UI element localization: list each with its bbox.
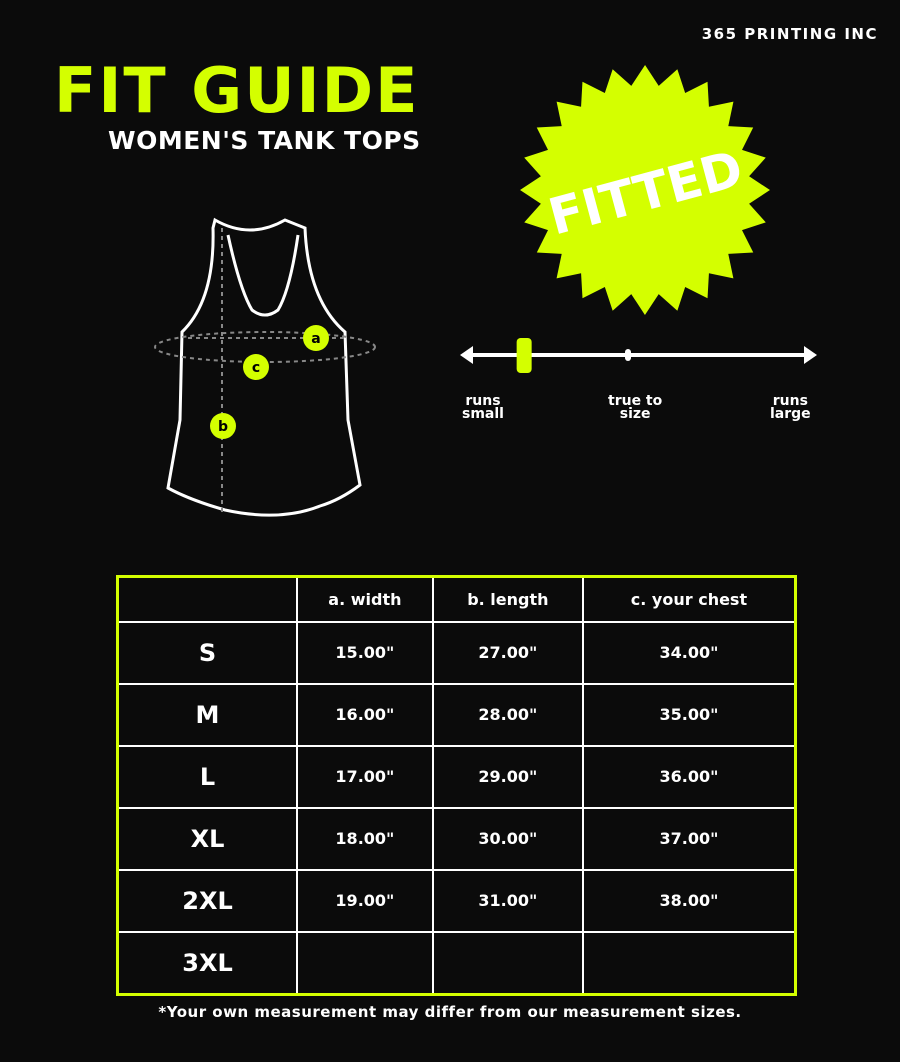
- size-cell: M: [116, 682, 298, 747]
- column-header: a. width: [296, 576, 434, 623]
- measurement-cell: 31.00": [431, 868, 584, 933]
- measurement-cell: 29.00": [431, 744, 584, 809]
- table-row: S 15.00" 27.00" 34.00": [116, 620, 797, 685]
- brand: 365 PRINTING INC: [701, 25, 878, 43]
- column-header: b. length: [431, 576, 584, 623]
- label-c: c: [252, 360, 260, 376]
- measurement-cell: 36.00": [581, 744, 797, 809]
- measurement-cell: 28.00": [431, 682, 584, 747]
- size-cell: XL: [116, 806, 298, 871]
- measurement-cell: [296, 930, 434, 996]
- true-to-size-label: true to size: [608, 393, 663, 422]
- fit-scale: [460, 338, 817, 373]
- table-row: M 16.00" 28.00" 35.00": [116, 682, 797, 747]
- measurement-cell: 30.00": [431, 806, 584, 871]
- measurement-cell: 37.00": [581, 806, 797, 871]
- fit-marker: [516, 338, 532, 373]
- size-cell: S: [116, 620, 298, 685]
- measurement-cell: 17.00": [296, 744, 434, 809]
- page-subtitle: WOMEN'S TANK TOPS: [108, 126, 421, 155]
- measurement-cell: 35.00": [581, 682, 797, 747]
- measurement-cell: 19.00": [296, 868, 434, 933]
- measurement-cell: 15.00": [296, 620, 434, 685]
- size-cell: 3XL: [116, 930, 298, 996]
- table-row: 3XL: [116, 930, 797, 996]
- table-header-row: a. width b. length c. your chest: [116, 576, 797, 623]
- size-table: a. width b. length c. your chest S 15.00" 27.…: [116, 575, 797, 996]
- label-a: a: [311, 331, 320, 347]
- size-cell: L: [116, 744, 298, 809]
- measurement-cell: 18.00": [296, 806, 434, 871]
- page-title: FIT GUIDE: [54, 54, 420, 127]
- measurement-cell: 16.00": [296, 682, 434, 747]
- runs-large-label: runs large: [770, 393, 811, 422]
- column-header: c. your chest: [581, 576, 797, 623]
- label-b: b: [218, 419, 228, 435]
- measurement-cell: 34.00": [581, 620, 797, 685]
- disclaimer: *Your own measurement may differ from ou…: [158, 1003, 742, 1021]
- runs-small-label: runs small: [462, 393, 504, 422]
- table-row: L 17.00" 29.00" 36.00": [116, 744, 797, 809]
- table-row: 2XL 19.00" 31.00" 38.00": [116, 868, 797, 933]
- measurement-cell: 38.00": [581, 868, 797, 933]
- starburst-shape: [520, 65, 770, 315]
- measurement-cell: 27.00": [431, 620, 584, 685]
- tank-top-diagram: a b c: [154, 217, 376, 517]
- measurement-cell: [431, 930, 584, 996]
- column-header: [116, 576, 298, 623]
- fitted-badge: FITTED: [520, 65, 770, 315]
- measurement-cell: [581, 930, 797, 996]
- size-cell: 2XL: [116, 868, 298, 933]
- table-row: XL 18.00" 30.00" 37.00": [116, 806, 797, 871]
